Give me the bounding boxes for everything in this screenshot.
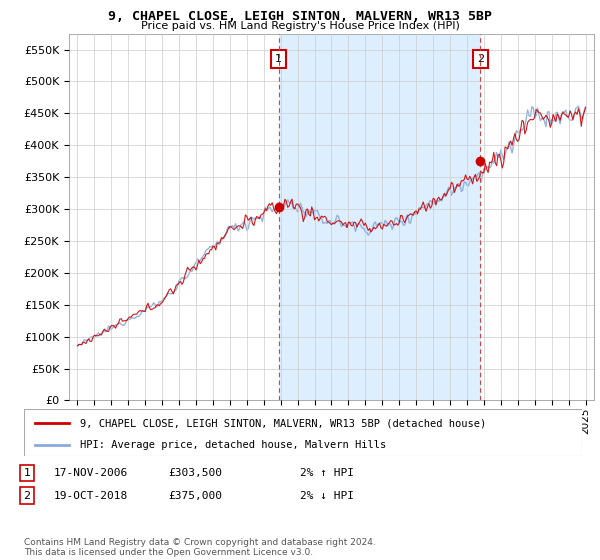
Text: Contains HM Land Registry data © Crown copyright and database right 2024.
This d: Contains HM Land Registry data © Crown c… xyxy=(24,538,376,557)
Text: 2% ↓ HPI: 2% ↓ HPI xyxy=(300,491,354,501)
Bar xyxy=(278,34,481,400)
Text: Price paid vs. HM Land Registry's House Price Index (HPI): Price paid vs. HM Land Registry's House … xyxy=(140,21,460,31)
Text: 9, CHAPEL CLOSE, LEIGH SINTON, MALVERN, WR13 5BP: 9, CHAPEL CLOSE, LEIGH SINTON, MALVERN, … xyxy=(108,10,492,23)
Text: HPI: Average price, detached house, Malvern Hills: HPI: Average price, detached house, Malv… xyxy=(80,440,386,450)
Text: 2% ↑ HPI: 2% ↑ HPI xyxy=(300,468,354,478)
FancyBboxPatch shape xyxy=(24,409,582,456)
Text: 19-OCT-2018: 19-OCT-2018 xyxy=(54,491,128,501)
Text: 1: 1 xyxy=(275,54,282,64)
Text: 17-NOV-2006: 17-NOV-2006 xyxy=(54,468,128,478)
Text: 2: 2 xyxy=(23,491,31,501)
Text: £303,500: £303,500 xyxy=(168,468,222,478)
Text: £375,000: £375,000 xyxy=(168,491,222,501)
Text: 2: 2 xyxy=(477,54,484,64)
Text: 9, CHAPEL CLOSE, LEIGH SINTON, MALVERN, WR13 5BP (detached house): 9, CHAPEL CLOSE, LEIGH SINTON, MALVERN, … xyxy=(80,418,486,428)
Text: 1: 1 xyxy=(23,468,31,478)
